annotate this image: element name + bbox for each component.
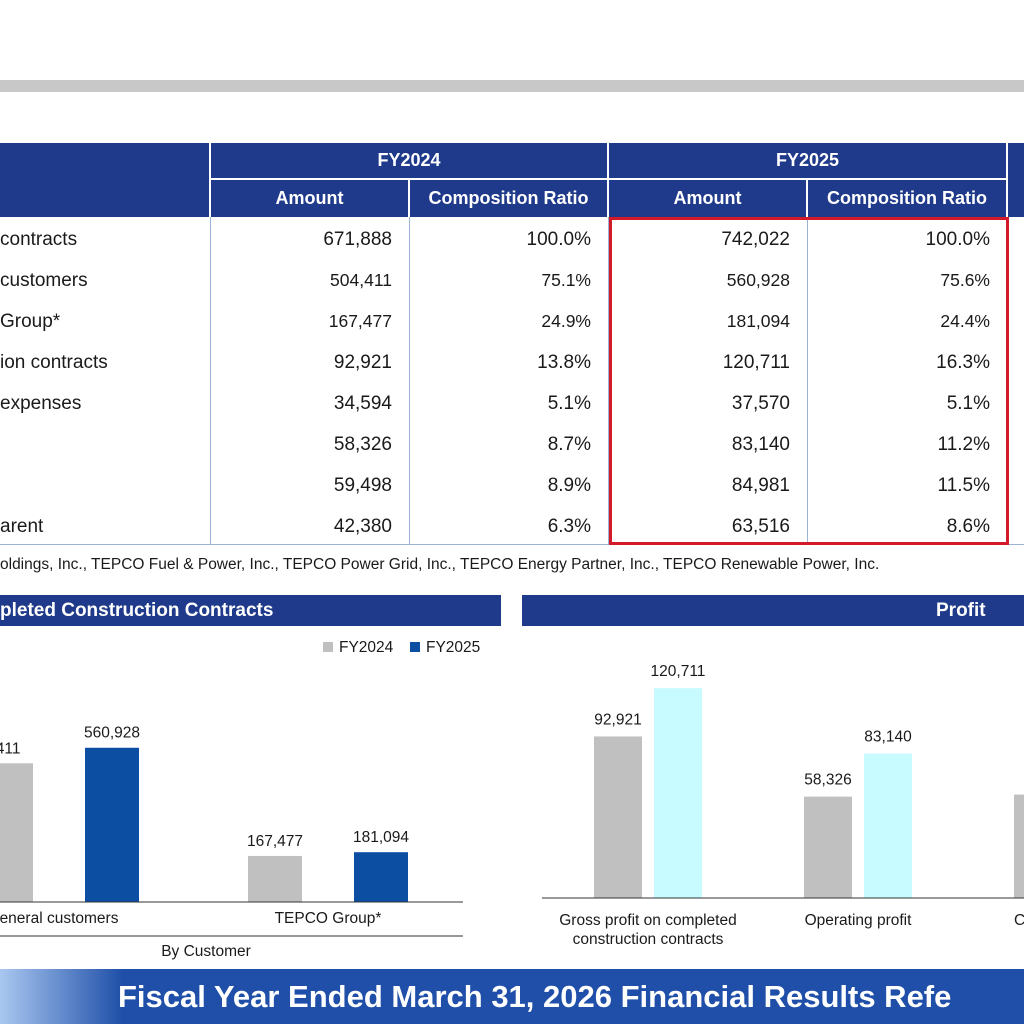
data-label: 560,928 [84,725,140,742]
cell-fy2025-amount: 560,928 [726,270,790,290]
bar-fy2025 [85,747,139,902]
cell-fy2024-ratio: 100.0% [526,228,591,250]
table-row: 58,326 8.7% 83,140 11.2% [0,424,1024,465]
legend-swatch-fy2024 [323,642,333,652]
table-row: Group* 167,477 24.9% 181,094 24.4% [0,301,1024,342]
cell-fy2024-ratio: 75.1% [541,270,591,290]
cell-fy2025-ratio: 100.0% [925,228,990,250]
subheader-fy2024-amount: Amount [211,180,408,217]
category-label: construction contracts [573,931,724,948]
row-label: Group* [0,310,61,332]
data-label: 83,140 [864,728,912,745]
footer-banner: Fiscal Year Ended March 31, 2026 Financi… [0,969,1024,1024]
legend-label-fy2024: FY2024 [339,639,394,656]
row-label: arent [0,515,44,537]
category-label: TEPCO Group* [275,910,382,927]
cell-fy2025-amount: 120,711 [722,351,790,373]
category-label: Operating profit [805,912,913,929]
table-header-stub [0,143,209,217]
cell-fy2025-amount: 63,516 [731,515,790,537]
cell-fy2025-ratio: 8.6% [946,515,990,537]
cell-fy2025-ratio: 75.6% [940,270,990,290]
cell-fy2025-amount: 181,094 [726,311,790,331]
column-divider [807,217,808,545]
cell-fy2025-ratio: 24.4% [940,311,990,331]
bar-fy2025 [654,688,702,898]
cell-fy2025-ratio: 5.1% [946,392,990,414]
cell-fy2024-amount: 58,326 [333,433,392,455]
data-label: 92,921 [594,711,641,728]
table-row: contracts 671,888 100.0% 742,022 100.0% [0,219,1024,260]
category-label: eneral customers [0,910,119,927]
bar-fy2024 [594,736,642,898]
cell-fy2025-ratio: 11.2% [937,433,990,455]
cell-fy2024-ratio: 13.8% [537,351,591,373]
top-divider [0,80,1024,92]
x-axis-title: By Customer [161,943,251,960]
cell-fy2024-ratio: 6.3% [547,515,591,537]
cell-fy2024-amount: 42,380 [333,515,392,537]
cell-fy2024-ratio: 8.7% [547,433,591,455]
cell-fy2024-ratio: 8.9% [547,474,591,496]
cell-fy2025-amount: 37,570 [731,392,790,414]
left-bar-chart: ,411 167,477 560,928 181,094 eneral customer… [0,639,480,960]
table-bottom-border [0,544,1024,545]
subheader-fy2025-ratio: Composition Ratio [808,180,1006,217]
cell-fy2024-amount: 92,921 [333,351,392,373]
row-label [0,465,205,506]
financial-table: FY2024 FY2025 Amount Composition Ratio A… [0,143,1024,545]
year-header-fy2025: FY2025 [609,143,1006,178]
row-label: contracts [0,228,78,250]
row-label: expenses [0,392,82,414]
cell-fy2024-ratio: 24.9% [541,311,591,331]
data-label: 120,711 [651,663,706,680]
row-label [0,424,205,465]
column-divider [210,217,211,545]
header-overflow [1008,143,1024,217]
cell-fy2024-amount: 59,498 [333,474,392,496]
year-header-fy2024: FY2024 [211,143,607,178]
right-panel-title: Profit [522,595,1024,626]
legend-swatch-fy2025 [410,642,420,652]
cell-fy2024-amount: 167,477 [328,311,392,331]
left-panel-title: pleted Construction Contracts [0,595,501,626]
column-divider [608,217,609,545]
table-row: expenses 34,594 5.1% 37,570 5.1% [0,383,1024,424]
bar-fy2025 [354,852,408,902]
cell-fy2025-amount: 84,981 [731,474,790,496]
table-row: customers 504,411 75.1% 560,928 75.6% [0,260,1024,301]
data-label: 167,477 [247,833,303,850]
table-row: 59,498 8.9% 84,981 11.5% [0,465,1024,506]
row-label: customers [0,269,88,291]
cell-fy2024-amount: 504,411 [330,270,392,290]
data-label: ,411 [0,740,21,757]
fy2025-highlight-box [609,217,1009,545]
cell-fy2025-ratio: 11.5% [937,474,990,496]
subheader-fy2025-amount: Amount [609,180,806,217]
cell-fy2025-amount: 83,140 [731,433,790,455]
subheader-fy2024-ratio: Composition Ratio [410,180,607,217]
data-label: 181,094 [353,829,409,846]
category-label: C [1014,912,1024,929]
cell-fy2025-amount: 742,022 [721,228,790,250]
cell-fy2024-ratio: 5.1% [547,392,591,414]
legend-label-fy2025: FY2025 [426,639,480,656]
column-divider [409,217,410,545]
footnote: oldings, Inc., TEPCO Fuel & Power, Inc.,… [0,556,880,573]
cell-fy2024-amount: 34,594 [333,392,392,414]
bar-fy2024 [804,796,852,898]
category-label: Gross profit on completed [559,912,736,929]
cell-fy2024-amount: 671,888 [323,228,392,250]
row-label: ion contracts [0,351,108,373]
table-row: ion contracts 92,921 13.8% 120,711 16.3% [0,342,1024,383]
bar-fy2024 [0,763,33,902]
bar-fy2024 [248,855,302,902]
data-label: 58,326 [804,772,851,789]
bar-fy2025 [864,753,912,898]
cell-fy2025-ratio: 16.3% [936,351,990,373]
table-row: arent 42,380 6.3% 63,516 8.6% [0,506,1024,547]
bar-fy2024 [1014,794,1024,898]
